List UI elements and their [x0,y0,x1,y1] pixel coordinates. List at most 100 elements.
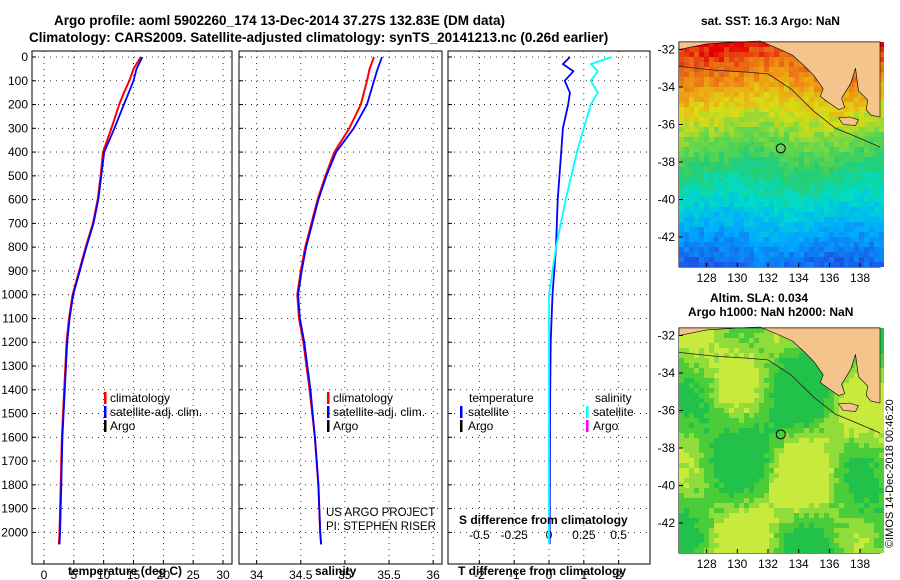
sla-map-cell [744,528,749,533]
sst-map-cell [679,142,684,147]
sla-map-cell [874,428,879,433]
sst-map-cell [729,172,734,177]
sla-map-cell [774,388,779,393]
sst-map-cell [869,207,874,212]
sst-map-cell [749,67,754,72]
sla-map-cell [779,438,784,443]
sst-map-cell [869,217,874,222]
sst-map-cell [699,112,704,117]
sla-map-cell [844,548,849,553]
sst-map-cell [859,92,864,97]
sst-map-cell [849,197,854,202]
sla-map-cell [734,483,739,488]
sst-map-cell [734,237,739,242]
sst-map-cell [844,172,849,177]
sst-map-cell [769,262,774,267]
sla-map-cell [849,423,854,428]
sla-map-cell [694,383,699,388]
sla-map-cell [844,503,849,508]
sla-map-cell [844,533,849,538]
sst-map-cell [729,47,734,52]
sla-map-cell [679,428,684,433]
sst-map-cell [809,147,814,152]
sla-map-cell [799,478,804,483]
sla-map-cell [784,343,789,348]
sla-map-cell [839,508,844,513]
sla-map-cell [799,353,804,358]
sla-map-cell [679,433,684,438]
sla-map-cell [689,548,694,553]
sla-map-cell [854,438,859,443]
sla-map-cell [744,548,749,553]
sst-map-cell [719,92,724,97]
sla-map-cell [754,343,759,348]
sla-map-cell [784,493,789,498]
sst-map-cell [679,107,684,112]
sla-map-cell [784,388,789,393]
sst-map-cell [719,147,724,152]
sst-map-cell [879,247,884,252]
sla-map-cell [879,348,884,353]
sla-map-cell [794,463,799,468]
sla-map-cell [809,538,814,543]
sst-map-cell [734,72,739,77]
sst-map-cell [784,57,789,62]
sst-map-cell [679,132,684,137]
sla-map-cell [779,513,784,518]
sla-map-cell [709,508,714,513]
sst-map-cell [764,172,769,177]
legend-t-argo-label: Argo [468,419,494,433]
sst-map-cell [859,217,864,222]
sla-map-cell [754,533,759,538]
sst-map-cell [689,217,694,222]
sla-map-cell [689,418,694,423]
sla-map-cell [849,448,854,453]
sla-map-cell [679,413,684,418]
sla-map-cell [844,498,849,503]
sla-map-cell [784,353,789,358]
sla-map-cell [764,353,769,358]
depth-tick-label: 400 [8,145,28,159]
sla-map-cell [699,473,704,478]
sst-map-cell [804,117,809,122]
sla-map-cell [734,408,739,413]
sst-map-cell [779,137,784,142]
sst-map-cell [689,52,694,57]
sla-map-cell [779,528,784,533]
sla-map-cell [854,373,859,378]
sla-map-cell [679,508,684,513]
sla-map-cell [849,368,854,373]
sst-map-cell [879,87,884,92]
sla-map-cell [689,338,694,343]
series-salinity-satellite [548,56,612,545]
legend-argo-label: Argo [110,419,136,433]
sla-map-cell [764,363,769,368]
sla-map-cell [794,523,799,528]
sst-map-cell [704,167,709,172]
sla-map-cell [794,423,799,428]
sst-map-cell [814,202,819,207]
sla-map-cell [719,523,724,528]
sst-map-cell [729,227,734,232]
sla-map-cell [874,418,879,423]
sst-map-cell [704,172,709,177]
sst-map-cell [719,212,724,217]
sst-map-cell [819,197,824,202]
sst-map-float-marker [775,143,786,154]
sst-map-cell [844,252,849,257]
sst-map-cell [724,62,729,67]
sla-map-cell [834,508,839,513]
sst-map-cell [839,182,844,187]
sst-map-cell [679,82,684,87]
sst-map-cell [714,212,719,217]
sla-map-cell [729,523,734,528]
sst-map-cell [734,107,739,112]
sla-map-cell [789,468,794,473]
sla-map-cell [864,528,869,533]
sst-map-cell [684,112,689,117]
sst-map-cell [754,192,759,197]
sla-map-cell [729,343,734,348]
sla-map-cell [804,448,809,453]
sst-map-cell [729,67,734,72]
sla-map-cell [744,513,749,518]
